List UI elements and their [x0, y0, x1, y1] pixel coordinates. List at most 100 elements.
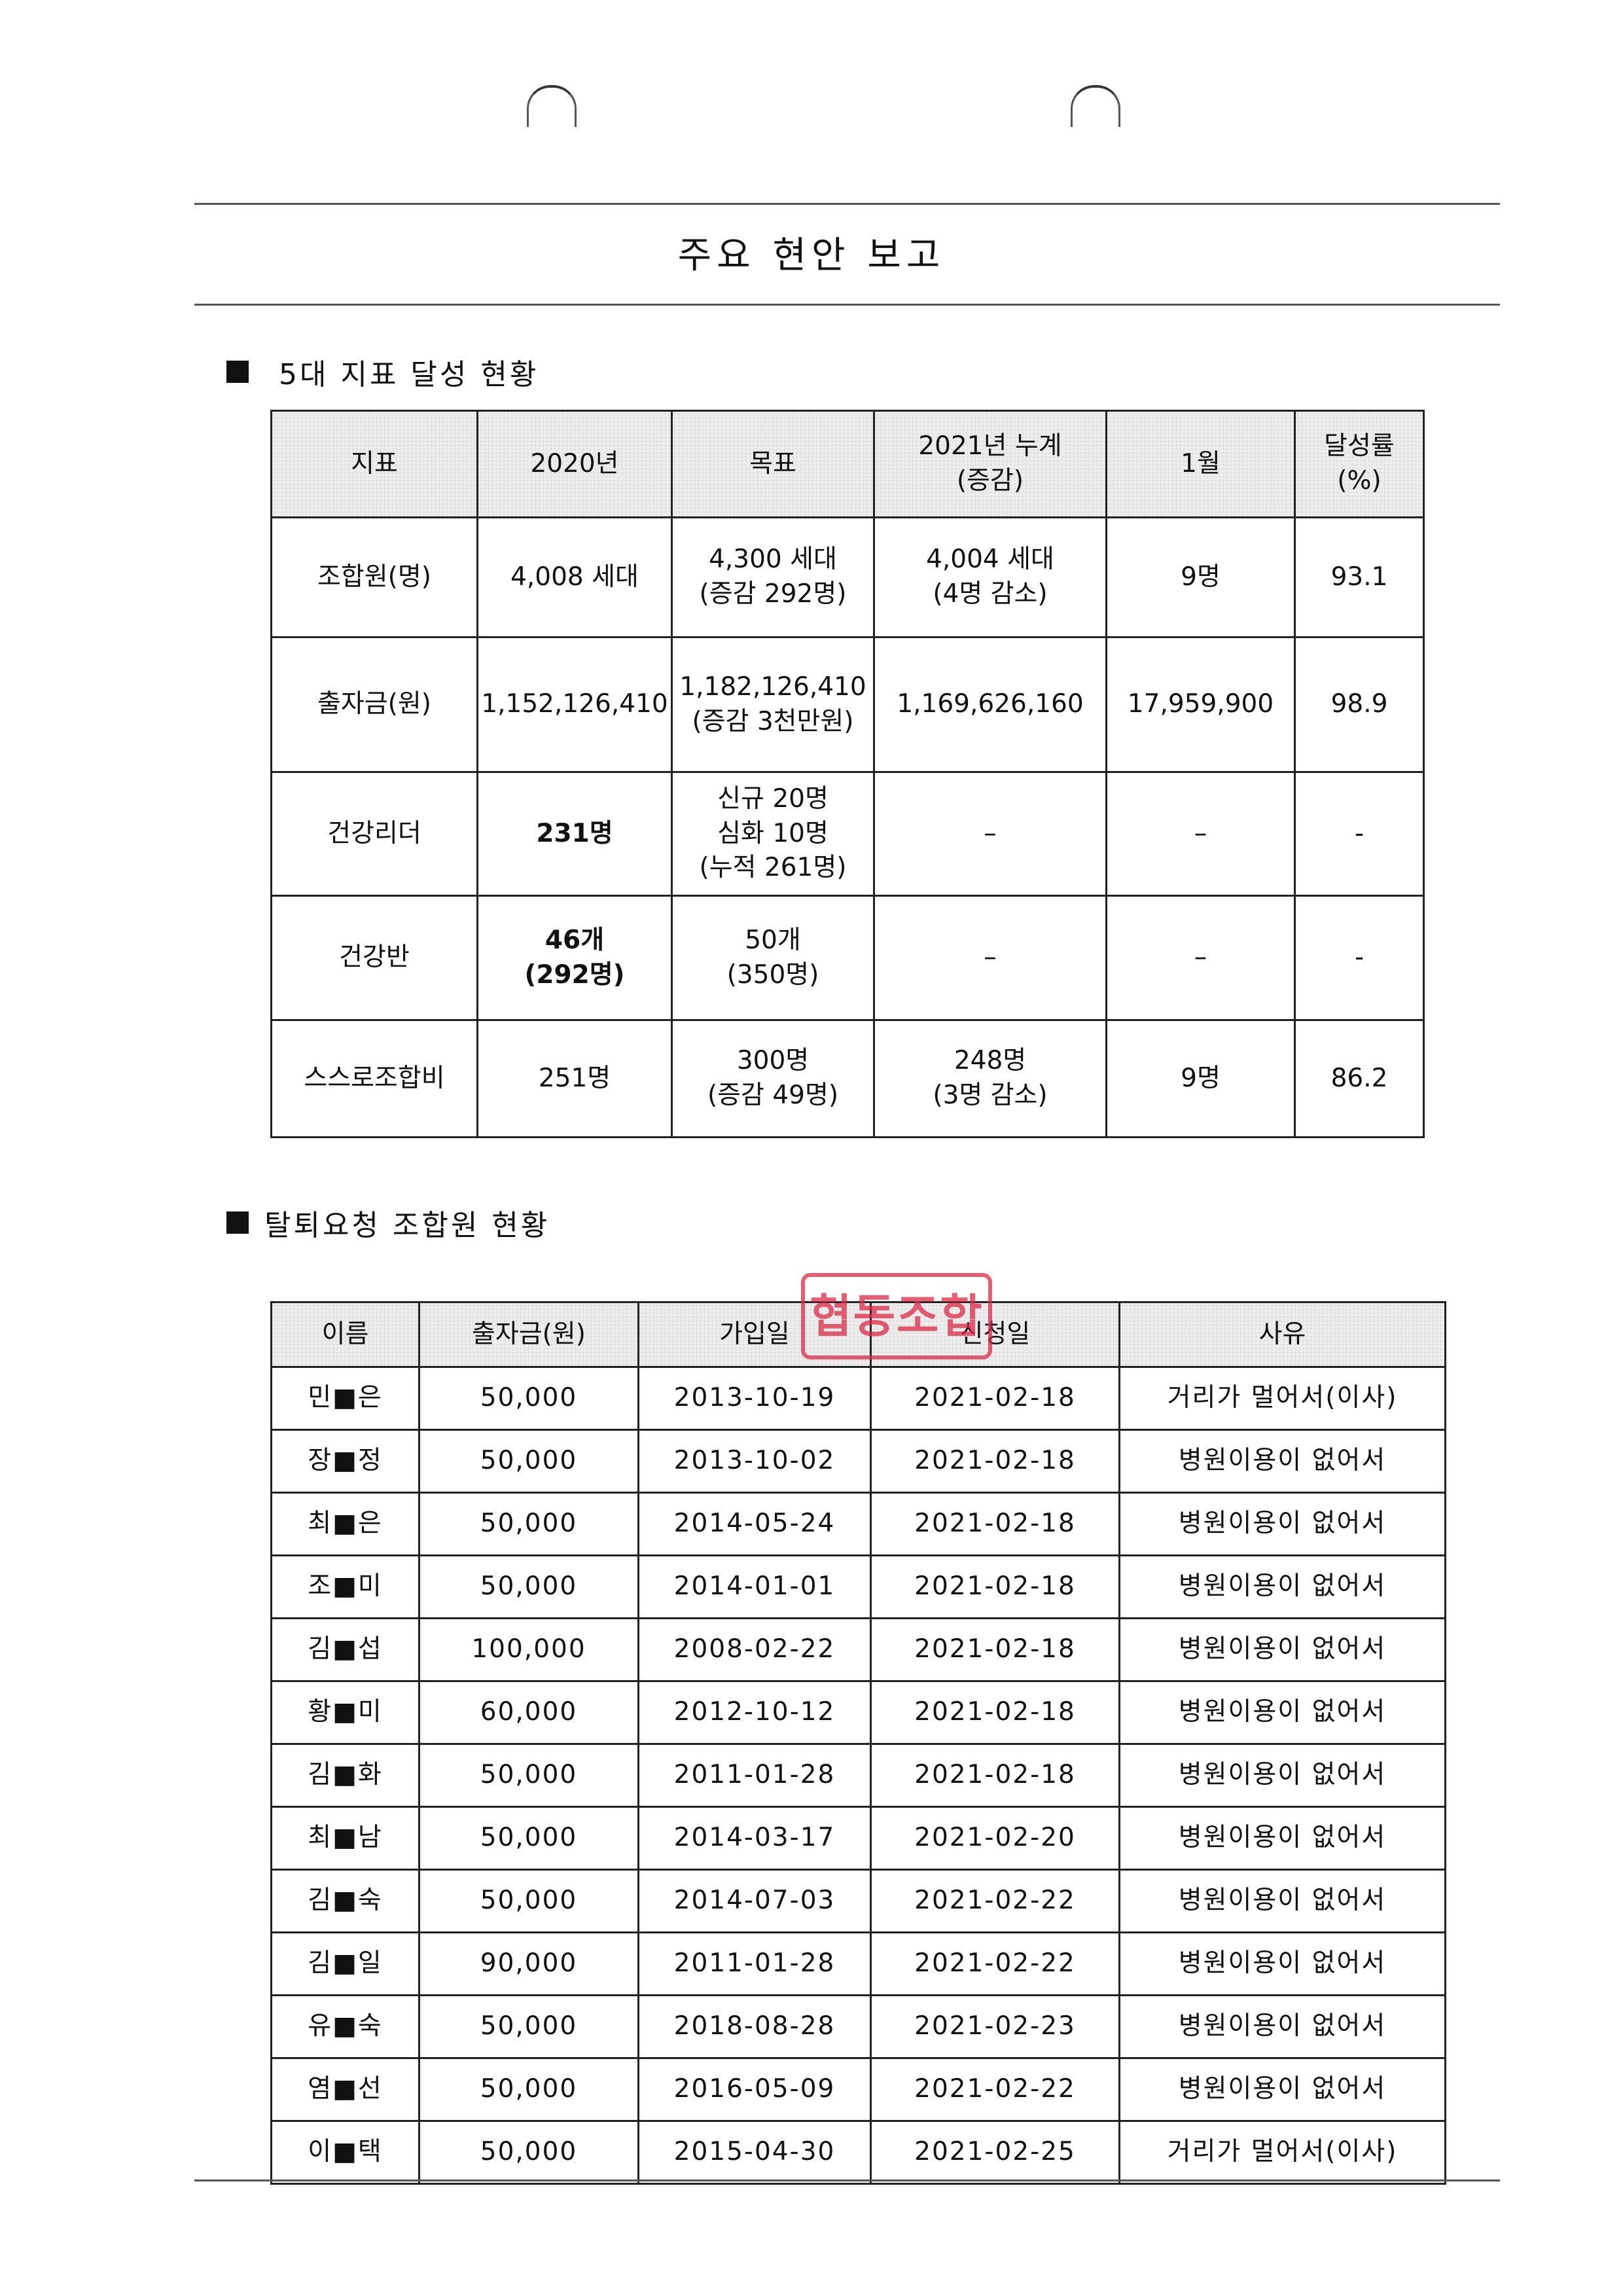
table-cell: 2013-10-02 — [637, 1429, 872, 1494]
table-cell: 4,300 세대 (증감 292명) — [671, 516, 875, 638]
table-header-cell: 2021년 누계 (증감) — [873, 410, 1107, 518]
table-cell: 50,000 — [418, 2057, 639, 2122]
table-header-cell: 달성률 (%) — [1294, 410, 1425, 518]
table-cell: 100,000 — [418, 1617, 639, 1682]
table-cell: 2021-02-22 — [870, 2057, 1120, 2122]
table-cell: 1,169,626,160 — [873, 636, 1107, 773]
table-cell: 50,000 — [418, 1869, 639, 1933]
table-cell: 염■선 — [270, 2057, 420, 2122]
table-cell: – — [873, 771, 1107, 897]
table-cell: 300명 (증감 49명) — [671, 1019, 875, 1138]
table-cell: 2021-02-18 — [870, 1366, 1120, 1431]
table-row: 출자금(원) 1,152,126,410 1,182,126,410 (증감 3천만… — [270, 636, 1425, 773]
table-cell: 50,000 — [418, 1743, 639, 1808]
table-header-cell: 지표 — [270, 410, 478, 518]
square-bullet-icon — [226, 361, 249, 383]
table-row: 김■화 50,000 2011-01-28 2021-02-18 병원이용이 없어서 — [270, 1743, 1446, 1808]
table-row: 조합원(명) 4,008 세대 4,300 세대 (증감 292명) 4,004 세대… — [270, 516, 1425, 638]
table-cell: 2021-02-18 — [870, 1429, 1120, 1494]
table-cell: 2021-02-18 — [870, 1617, 1120, 1682]
table-header-cell: 이름 — [270, 1301, 420, 1368]
table-cell: 거리가 멀어서(이사) — [1118, 1366, 1446, 1431]
table-header-cell: 출자금(원) — [418, 1301, 639, 1368]
section1-heading: 5대 지표 달성 현황 — [226, 351, 539, 393]
table-cell: 17,959,900 — [1105, 636, 1296, 773]
table-row: 조■미 50,000 2014-01-01 2021-02-18 병원이용이 없어서 — [270, 1554, 1446, 1619]
indicator-table: 지표 2020년 목표 2021년 누계 (증감) 1월 달성률 (%) 조합원(명) 4,… — [270, 410, 1425, 1138]
table-row: 최■은 50,000 2014-05-24 2021-02-18 병원이용이 없어서 — [270, 1492, 1446, 1556]
table-cell: 90,000 — [418, 1931, 639, 1996]
table-cell: – — [873, 895, 1107, 1021]
section2-heading: 탈퇴요청 조합원 현황 — [226, 1202, 550, 1244]
table-cell: 스스로조합비 — [270, 1019, 478, 1138]
table-cell: 2008-02-22 — [637, 1617, 872, 1682]
table-row: 건강반 46개 (292명) 50개 (350명) – – - — [270, 895, 1425, 1021]
table-cell: 2011-01-28 — [637, 1743, 872, 1808]
table-row: 스스로조합비 251명 300명 (증감 49명) 248명 (3명 감소) 9명 86.… — [270, 1019, 1425, 1138]
table-cell: 2014-05-24 — [637, 1492, 872, 1556]
table-cell: 50,000 — [418, 2120, 639, 2185]
table-cell: 50,000 — [418, 1366, 639, 1431]
table-header-cell: 1월 — [1105, 410, 1296, 518]
table-cell: 병원이용이 없어서 — [1118, 1617, 1446, 1682]
table-cell: 2021-02-18 — [870, 1743, 1120, 1808]
table-cell: 231명 — [476, 771, 673, 897]
table-row: 최■남 50,000 2014-03-17 2021-02-20 병원이용이 없어서 — [270, 1806, 1446, 1871]
table-cell: 2014-03-17 — [637, 1806, 872, 1871]
table-row: 유■숙 50,000 2018-08-28 2021-02-23 병원이용이 없어서 — [270, 1994, 1446, 2059]
punch-hole-left — [527, 85, 577, 127]
table-cell: 병원이용이 없어서 — [1118, 1869, 1446, 1933]
table-cell: 병원이용이 없어서 — [1118, 1554, 1446, 1619]
table-row: 이■택 50,000 2015-04-30 2021-02-25 거리가 멀어서(이사) — [270, 2120, 1446, 2185]
table-cell: 98.9 — [1294, 636, 1425, 773]
table-cell: 김■일 — [270, 1931, 420, 1996]
table-cell: 2018-08-28 — [637, 1994, 872, 2059]
table-cell: 황■미 — [270, 1680, 420, 1745]
table-cell: 조합원(명) — [270, 516, 478, 638]
table-cell: 유■숙 — [270, 1994, 420, 2059]
table-cell: 김■섭 — [270, 1617, 420, 1682]
table-cell: 2021-02-22 — [870, 1869, 1120, 1933]
table-row: 김■숙 50,000 2014-07-03 2021-02-22 병원이용이 없어서 — [270, 1869, 1446, 1933]
table-cell: 2021-02-18 — [870, 1554, 1120, 1619]
table-cell: 9명 — [1105, 1019, 1296, 1138]
table-header-cell: 사유 — [1118, 1301, 1446, 1368]
table-row: 염■선 50,000 2016-05-09 2021-02-22 병원이용이 없어서 — [270, 2057, 1446, 2122]
table-cell: 이■택 — [270, 2120, 420, 2185]
table-cell: 2014-07-03 — [637, 1869, 872, 1933]
table-cell: 조■미 — [270, 1554, 420, 1619]
table-cell: 251명 — [476, 1019, 673, 1138]
table-cell: - — [1294, 895, 1425, 1021]
table-cell: 신규 20명 심화 10명 (누적 261명) — [671, 771, 875, 897]
table-cell: 50,000 — [418, 1554, 639, 1619]
table-cell: 2012-10-12 — [637, 1680, 872, 1745]
table-cell: 병원이용이 없어서 — [1118, 1680, 1446, 1745]
table-cell: 46개 (292명) — [476, 895, 673, 1021]
title-rule — [194, 304, 1500, 306]
table-cell: 2021-02-20 — [870, 1806, 1120, 1871]
table-row: 김■섭 100,000 2008-02-22 2021-02-18 병원이용이 없어서 — [270, 1617, 1446, 1682]
table-cell: – — [1105, 771, 1296, 897]
table-cell: 2016-05-09 — [637, 2057, 872, 2122]
table-cell: 9명 — [1105, 516, 1296, 638]
table-cell: 거리가 멀어서(이사) — [1118, 2120, 1446, 2185]
table-cell: 2021-02-18 — [870, 1492, 1120, 1556]
table-cell: 병원이용이 없어서 — [1118, 1743, 1446, 1808]
section2-heading-text: 탈퇴요청 조합원 현황 — [264, 1209, 550, 1242]
punch-hole-right — [1071, 85, 1120, 127]
table-cell: 병원이용이 없어서 — [1118, 1994, 1446, 2059]
section1-heading-text: 5대 지표 달성 현황 — [279, 358, 539, 391]
table-cell: 50개 (350명) — [671, 895, 875, 1021]
table-cell: 건강리더 — [270, 771, 478, 897]
table-row: 장■정 50,000 2013-10-02 2021-02-18 병원이용이 없어서 — [270, 1429, 1446, 1494]
withdrawal-table: 이름 출자금(원) 가입일 신청일 사유 민■은 50,000 2013-10-19 2021… — [270, 1301, 1446, 2185]
table-cell: 93.1 — [1294, 516, 1425, 638]
table-cell: 86.2 — [1294, 1019, 1425, 1138]
table-cell: 2014-01-01 — [637, 1554, 872, 1619]
table-cell: 2021-02-22 — [870, 1931, 1120, 1996]
table-cell: 248명 (3명 감소) — [873, 1019, 1107, 1138]
table-cell: 4,004 세대 (4명 감소) — [873, 516, 1107, 638]
table-cell: 1,182,126,410 (증감 3천만원) — [671, 636, 875, 773]
table-cell: 건강반 — [270, 895, 478, 1021]
table-row: 건강리더 231명 신규 20명 심화 10명 (누적 261명) – – - — [270, 771, 1425, 897]
